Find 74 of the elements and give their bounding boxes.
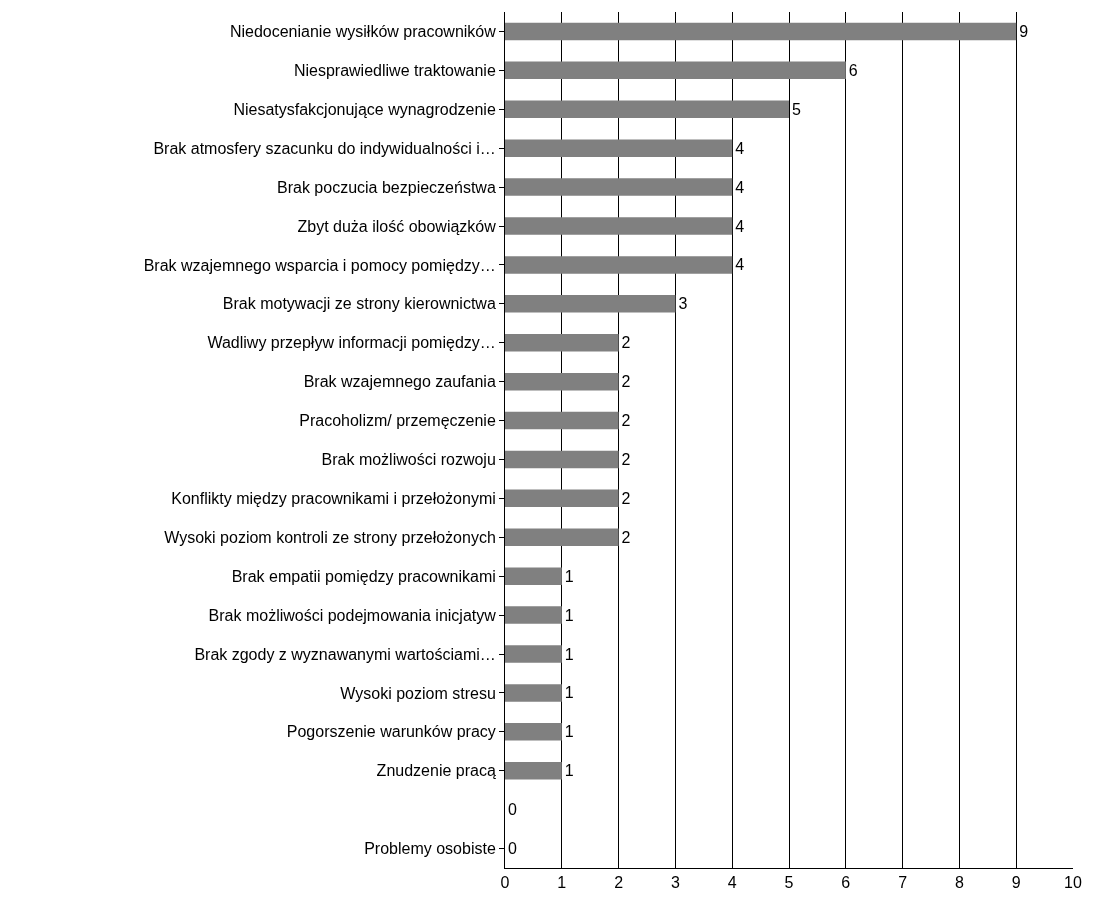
bar [505,645,562,663]
y-tick-label: Wysoki poziom stresu [340,684,496,702]
x-tick-label: 1 [557,874,567,892]
bar [505,567,562,585]
x-tick-label: 5 [784,874,794,892]
bar [505,528,619,547]
x-tick-label: 3 [670,874,680,892]
bar [505,606,562,624]
bar [505,139,733,157]
y-tick-label: Problemy osobiste [364,840,496,858]
data-label: 0 [508,801,517,819]
y-tick-label: Niesprawiedliwe traktowanie [293,61,496,79]
y-tick-label: Pracoholizm/ przemęczenie [299,412,496,430]
bar [505,178,733,196]
bar [505,372,619,391]
data-label: 2 [621,412,631,430]
y-tick-label: Brak wzajemnego zaufania [303,373,496,391]
data-label: 1 [564,684,574,702]
bar [505,411,619,430]
data-label: 1 [564,723,574,741]
data-label: 5 [792,100,801,118]
x-tick-label: 7 [898,874,908,892]
data-label: 0 [508,840,517,858]
data-label: 1 [564,645,574,663]
bar [505,256,733,274]
bar [505,217,733,235]
y-tick-label: Brak zgody z wyznawanymi wartościami… [194,645,496,663]
y-tick-label: Brak możliwości podejmowania inicjatyw [208,606,497,624]
bar [505,450,619,469]
data-label: 4 [735,256,745,274]
data-label: 2 [621,450,631,468]
y-tick-label: Niedocenianie wysiłków pracowników [229,23,497,41]
bar [505,22,1017,41]
y-tick-label: Brak wzajemnego wsparcia i pomocy pomiędzy… [143,256,496,274]
bar [505,684,562,702]
bar [505,723,562,741]
data-label: 4 [735,178,745,196]
data-label: 1 [564,762,574,780]
data-label: 2 [621,528,631,546]
y-tick-label: Brak możliwości rozwoju [321,451,496,469]
data-label: 6 [848,61,858,79]
data-label: 4 [735,139,745,157]
x-tick-label: 8 [954,874,964,892]
data-label: 4 [735,217,745,235]
data-label: 9 [1019,22,1029,40]
data-label: 3 [678,295,688,313]
y-tick-label: Wadliwy przepływ informacji pomiędzy… [207,334,496,352]
data-label: 1 [564,606,574,624]
bar [505,333,619,352]
bar [505,61,846,80]
y-tick-label: Pogorszenie warunków pracy [286,723,496,741]
x-tick-label: 4 [727,874,737,892]
y-tick-label: Brak atmosfery szacunku do indywidualności i… [153,139,496,157]
y-tick-label: Brak poczucia bezpieczeństwa [277,178,496,196]
data-label: 2 [621,489,631,507]
x-tick-label: 0 [500,874,510,892]
x-tick-label: 9 [1011,874,1021,892]
y-tick-label: Wysoki poziom kontroli ze strony przełożonych [164,528,496,546]
y-tick-label: Zbyt duża ilość obowiązków [297,217,497,235]
y-tick-label: Znudzenie pracą [376,762,496,780]
data-label: 2 [621,334,631,352]
bar [505,761,562,780]
y-tick-label: Brak empatii pomiędzy pracownikami [231,567,496,585]
data-label: 2 [621,373,631,391]
bar [505,295,676,313]
y-tick-label: Konflikty między pracownikami i przełożonymi [171,489,496,507]
x-tick-label: 2 [614,874,624,892]
data-label: 1 [564,567,574,585]
y-tick-label: Brak motywacji ze strony kierownictwa [222,295,496,313]
x-tick-label: 6 [841,874,851,892]
y-tick-label: Niesatysfakcjonujące wynagrodzenie [233,100,496,118]
bar [505,100,789,119]
x-tick-label: 10 [1064,874,1082,892]
bar [505,489,619,508]
